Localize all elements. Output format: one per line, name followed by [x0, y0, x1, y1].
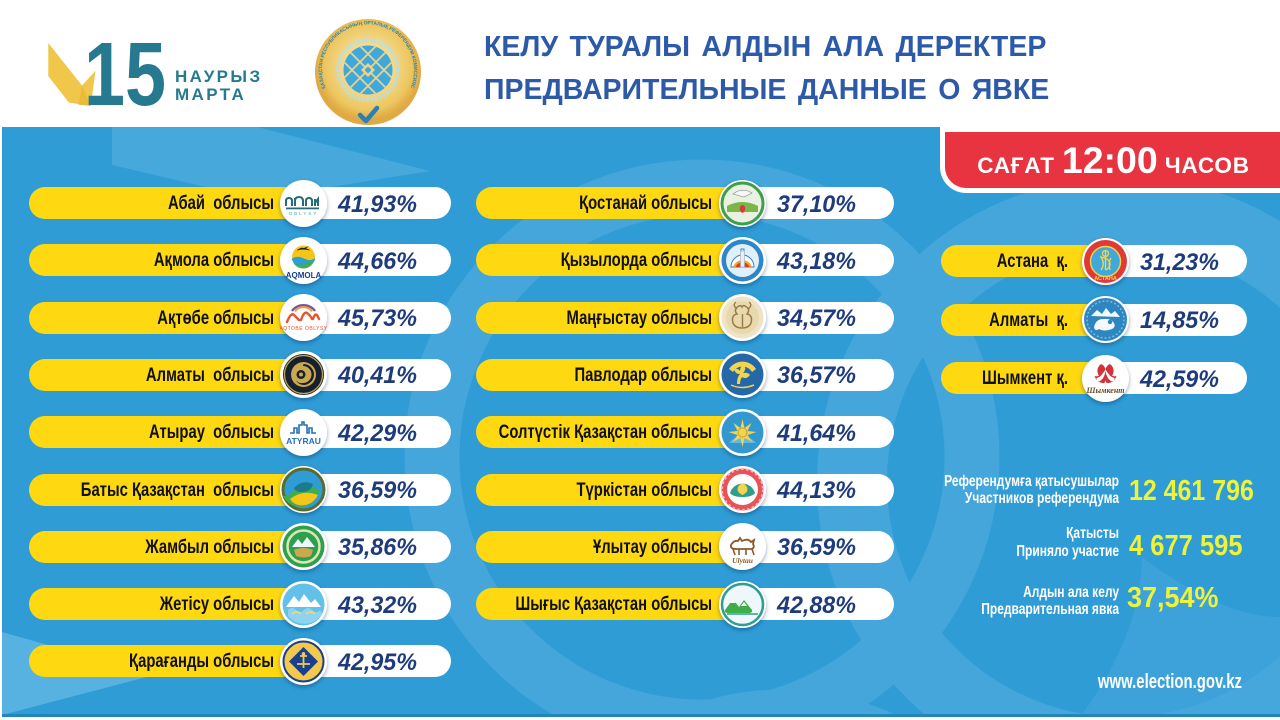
svg-text:OBLYSY: OBLYSY — [288, 211, 318, 216]
svg-text:Ulytau: Ulytau — [732, 556, 753, 565]
svg-text:Шымкент: Шымкент — [1085, 386, 1124, 395]
svg-text:AQTOBE OBLYSY: AQTOBE OBLYSY — [280, 326, 327, 332]
svg-text:AQMOLA: AQMOLA — [285, 271, 321, 280]
svg-text:ATYRAU: ATYRAU — [286, 436, 321, 446]
svg-text:АСТАНА: АСТАНА — [1094, 276, 1117, 282]
